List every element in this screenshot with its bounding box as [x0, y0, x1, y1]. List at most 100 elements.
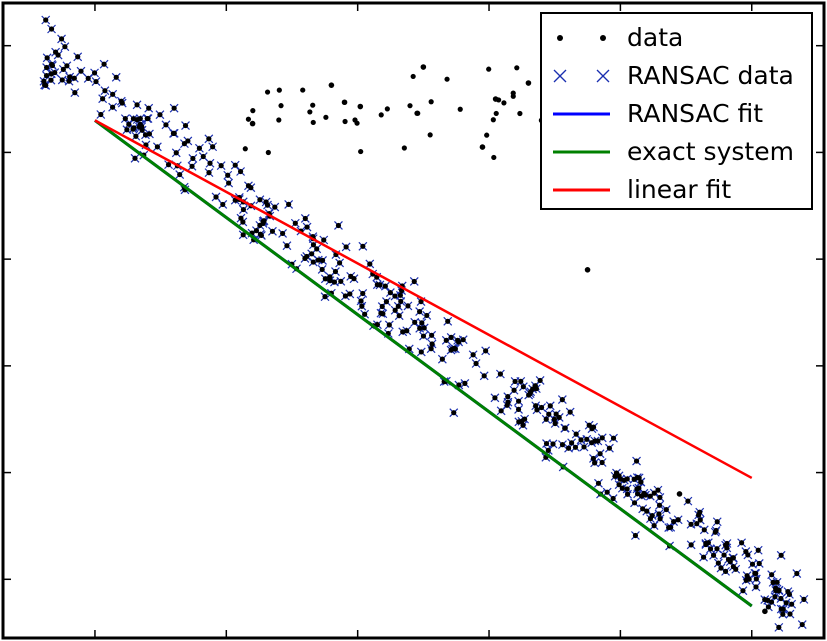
data-point	[543, 416, 549, 422]
data-point	[137, 121, 143, 127]
data-point	[284, 243, 290, 249]
data-point	[730, 555, 736, 561]
data-point	[520, 422, 526, 428]
data-point	[218, 163, 224, 169]
data-point	[663, 506, 669, 513]
data-point	[657, 516, 663, 522]
data-point	[157, 112, 163, 118]
data-point	[91, 70, 98, 76]
data-point	[427, 132, 433, 138]
data-point	[592, 438, 598, 444]
data-point	[286, 201, 292, 207]
data-point	[470, 352, 476, 358]
data-point	[401, 145, 407, 151]
data-point	[473, 360, 479, 367]
data-point	[404, 328, 410, 334]
data-point	[498, 408, 504, 414]
data-point	[407, 103, 413, 109]
data-point	[272, 204, 278, 210]
data-point	[60, 66, 66, 72]
data-point	[516, 398, 522, 404]
data-point	[304, 253, 310, 260]
data-point	[655, 487, 661, 493]
legend-entry: data	[557, 23, 683, 52]
data-point	[537, 377, 543, 384]
data-point	[165, 162, 172, 168]
data-point	[543, 440, 550, 447]
data-point	[794, 570, 800, 577]
data-point	[590, 424, 597, 430]
data-point	[743, 577, 749, 583]
data-point	[799, 621, 805, 628]
data-point	[581, 444, 587, 450]
data-point	[131, 125, 137, 131]
data-point	[78, 68, 84, 74]
data-point	[559, 397, 565, 403]
data-point	[462, 380, 468, 386]
data-point	[762, 608, 768, 615]
data-point	[98, 111, 104, 118]
data-point	[486, 66, 492, 72]
data-point	[134, 102, 140, 108]
data-point	[190, 155, 196, 162]
data-point	[314, 246, 320, 252]
data-point	[48, 77, 54, 83]
data-point	[597, 451, 603, 457]
data-point	[410, 73, 416, 80]
data-point	[538, 404, 545, 411]
legend-label: RANSAC fit	[627, 99, 763, 128]
data-point	[146, 131, 153, 137]
data-point	[533, 386, 539, 392]
data-point	[315, 257, 321, 263]
data-point	[517, 110, 523, 117]
data-point	[248, 185, 254, 191]
data-point	[237, 168, 244, 175]
data-point	[357, 103, 364, 110]
data-point	[64, 63, 70, 69]
data-point	[240, 206, 247, 213]
data-point	[341, 99, 348, 106]
data-point	[559, 442, 566, 448]
data-point	[332, 268, 339, 275]
data-point	[675, 517, 681, 523]
data-point	[309, 251, 315, 257]
data-point	[445, 318, 451, 324]
data-point	[573, 431, 579, 437]
data-point	[384, 106, 390, 112]
data-point	[551, 416, 558, 422]
data-point	[342, 118, 348, 125]
data-point	[142, 132, 149, 138]
data-point	[428, 346, 434, 352]
data-point	[338, 278, 344, 284]
data-point	[497, 371, 503, 377]
data-point	[225, 172, 231, 178]
data-point	[49, 61, 55, 68]
data-point	[552, 420, 558, 427]
legend: data RANSAC data RANSAC fit exact system lin…	[540, 12, 813, 210]
data-point	[347, 291, 353, 297]
data-point	[651, 490, 657, 496]
data-point	[610, 435, 617, 441]
data-point	[242, 146, 248, 152]
data-point	[240, 232, 246, 238]
data-point	[358, 148, 364, 155]
data-point	[207, 160, 213, 166]
data-point	[632, 532, 639, 539]
data-point	[633, 458, 640, 464]
data-point	[171, 105, 177, 111]
data-point	[501, 100, 507, 106]
data-point	[336, 260, 343, 266]
data-point	[640, 506, 646, 512]
data-point	[265, 149, 271, 156]
data-point	[617, 476, 624, 482]
data-point	[599, 459, 605, 466]
data-point	[269, 228, 276, 234]
data-point	[48, 71, 54, 77]
data-point	[154, 144, 160, 150]
data-point	[75, 54, 81, 60]
legend-entry: exact system	[553, 137, 794, 166]
data-point	[491, 154, 497, 161]
data-point	[730, 564, 736, 570]
data-point	[505, 394, 511, 400]
